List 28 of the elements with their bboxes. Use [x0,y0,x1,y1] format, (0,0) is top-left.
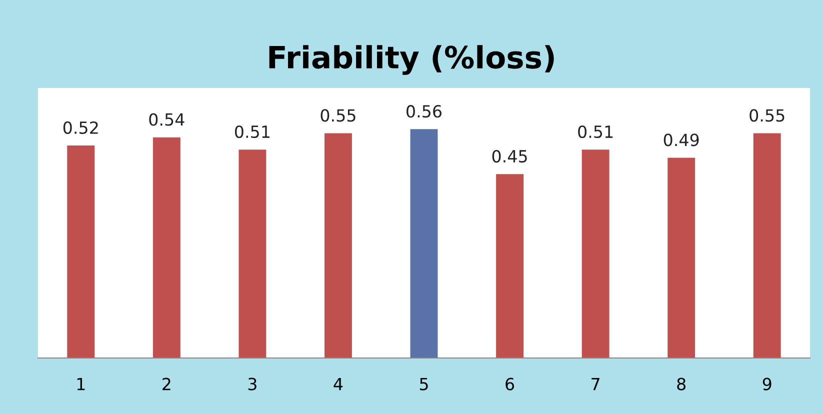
bar [238,150,266,358]
x-tick-label: 6 [506,378,514,390]
bar [582,150,610,358]
data-label: 0.55 [320,109,356,122]
data-label: 0.56 [406,105,442,118]
data-label: 0.52 [63,121,98,134]
data-label: 0.51 [578,125,613,138]
x-tick-label: 7 [592,378,600,390]
x-tick-label: 5 [420,378,428,390]
x-tick-label: 8 [677,378,686,390]
bar [324,133,352,358]
x-tick-label: 9 [762,378,772,390]
data-label: 0.49 [664,134,699,146]
x-tick-label: 1 [77,378,85,390]
data-label: 0.54 [149,113,184,126]
data-label: 0.51 [234,125,270,138]
bar [410,129,438,358]
x-tick-label: 3 [248,378,256,390]
data-label: 0.55 [750,109,784,122]
bar [152,137,180,358]
bar [668,158,696,358]
bar [753,133,781,358]
chart-title: Friability (%loss) [269,45,554,75]
bar [67,146,95,358]
x-tick-label: 4 [334,378,343,390]
bar [496,174,524,358]
x-tick-label: 2 [162,378,170,390]
data-label: 0.45 [492,150,527,163]
